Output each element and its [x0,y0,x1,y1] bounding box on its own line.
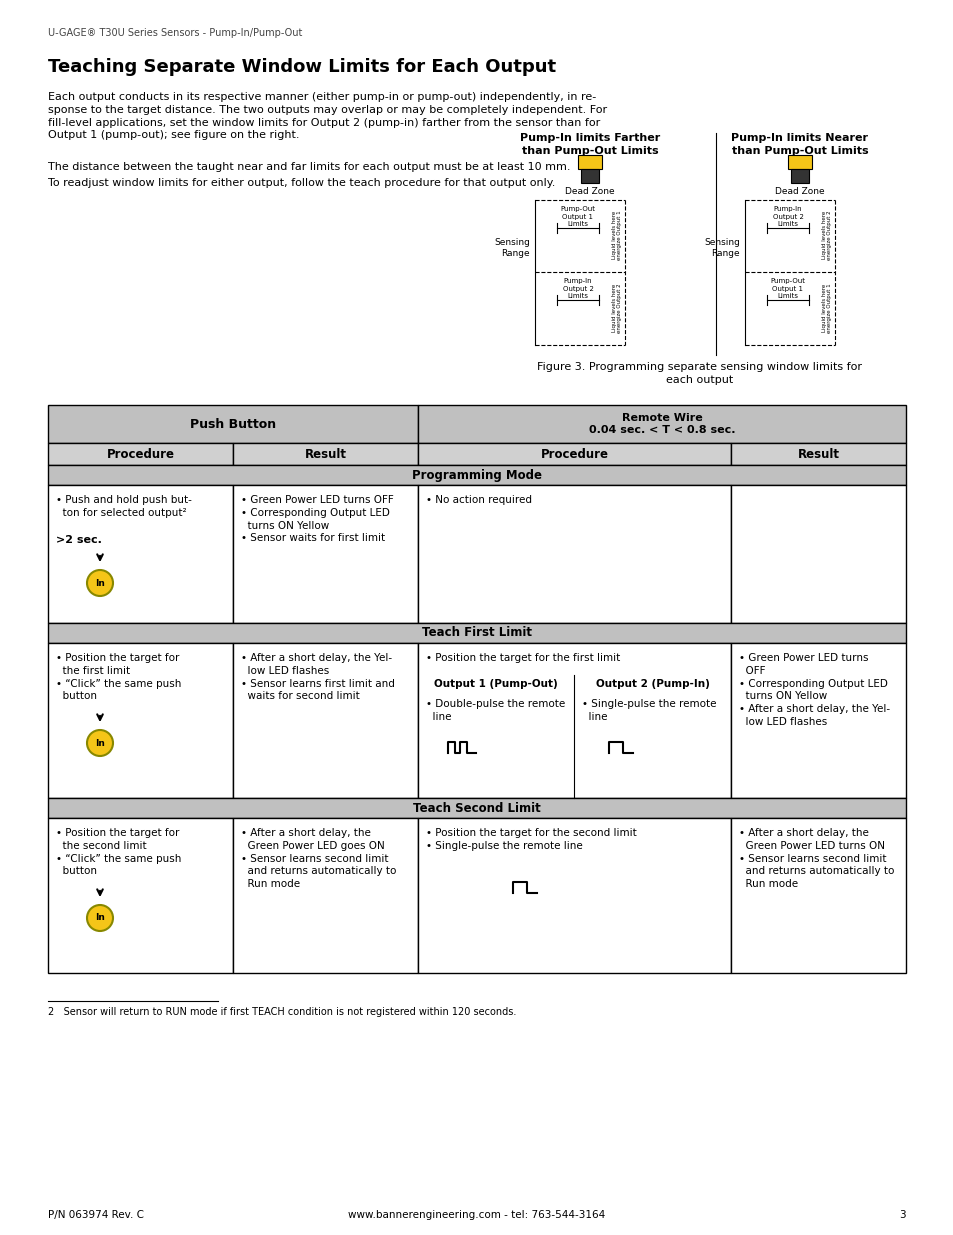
Text: Pump-In
Output 2
Limits: Pump-In Output 2 Limits [562,278,593,300]
Bar [48,443,233,466]
Text: Dead Zone: Dead Zone [564,186,614,196]
Text: In: In [95,739,105,747]
Text: Each output conducts in its respective manner (either pump-in or pump-out) indep: Each output conducts in its respective m… [48,91,606,141]
Text: • Single-pulse the remote
  line: • Single-pulse the remote line [582,699,717,721]
Bar [417,485,730,622]
Text: • After a short delay, the
  Green Power LED turns ON
• Sensor learns second lim: • After a short delay, the Green Power L… [739,827,893,889]
Bar [730,818,905,973]
Text: P/N 063974 Rev. C: P/N 063974 Rev. C [48,1210,144,1220]
Bar [787,156,811,169]
Text: Liquid levels here
energize Output 2: Liquid levels here energize Output 2 [821,210,832,259]
Bar [48,405,417,443]
Circle shape [87,730,112,756]
Circle shape [87,905,112,931]
Bar [233,485,417,622]
Text: Output 2 (Pump-In): Output 2 (Pump-In) [596,679,709,689]
Bar [417,643,730,798]
Text: Dead Zone: Dead Zone [775,186,824,196]
Text: Procedure: Procedure [107,447,174,461]
Bar [730,643,905,798]
Text: 3: 3 [899,1210,905,1220]
Text: www.bannerengineering.com - tel: 763-544-3164: www.bannerengineering.com - tel: 763-544… [348,1210,605,1220]
Text: Procedure: Procedure [540,447,608,461]
Text: Pump-Out
Output 1
Limits: Pump-Out Output 1 Limits [770,278,804,300]
Text: Pump-In
Output 2
Limits: Pump-In Output 2 Limits [772,206,802,227]
Bar [417,443,730,466]
Text: Sensing
Range: Sensing Range [703,238,740,258]
Circle shape [87,571,112,597]
Text: In: In [95,914,105,923]
Text: Figure 3. Programming separate sensing window limits for
each output: Figure 3. Programming separate sensing w… [537,362,862,385]
Text: To readjust window limits for either output, follow the teach procedure for that: To readjust window limits for either out… [48,178,555,188]
Text: The distance between the taught near and far limits for each output must be at l: The distance between the taught near and… [48,162,570,172]
Text: Teach Second Limit: Teach Second Limit [413,802,540,815]
Bar [48,818,233,973]
Text: 2   Sensor will return to RUN mode if first TEACH condition is not registered wi: 2 Sensor will return to RUN mode if firs… [48,1007,516,1016]
Bar [417,818,730,973]
Text: • Position the target for
  the second limit
• “Click” the same push
  button: • Position the target for the second lim… [56,827,181,877]
Text: Result: Result [304,447,346,461]
Text: Liquid levels here
energize Output 1: Liquid levels here energize Output 1 [821,283,832,332]
Text: • Green Power LED turns
  OFF
• Corresponding Output LED
  turns ON Yellow
• Aft: • Green Power LED turns OFF • Correspond… [739,653,889,727]
Bar [48,798,905,818]
Text: Liquid levels here
energize Output 2: Liquid levels here energize Output 2 [611,283,621,332]
Text: • Position the target for
  the first limit
• “Click” the same push
  button: • Position the target for the first limi… [56,653,181,701]
Text: • No action required: • No action required [426,495,532,505]
Bar [48,643,233,798]
Bar [48,485,233,622]
Text: Pump-In limits Nearer
than Pump-Out Limits: Pump-In limits Nearer than Pump-Out Limi… [731,133,867,156]
Text: >2 sec.: >2 sec. [56,535,102,545]
Text: Sensing
Range: Sensing Range [494,238,530,258]
Bar [48,466,905,485]
Bar [417,405,905,443]
Text: • Push and hold push but-
  ton for selected output²: • Push and hold push but- ton for select… [56,495,192,517]
Text: In: In [95,578,105,588]
Text: • Green Power LED turns OFF
• Corresponding Output LED
  turns ON Yellow
• Senso: • Green Power LED turns OFF • Correspond… [241,495,394,543]
Text: Liquid levels here
energize Output 1: Liquid levels here energize Output 1 [611,210,621,259]
Text: Teaching Separate Window Limits for Each Output: Teaching Separate Window Limits for Each… [48,58,556,77]
Text: Pump-In limits Farther
than Pump-Out Limits: Pump-In limits Farther than Pump-Out Lim… [519,133,659,156]
Text: • Double-pulse the remote
  line: • Double-pulse the remote line [426,699,565,721]
Text: Push Button: Push Button [190,417,275,431]
Bar [233,818,417,973]
Bar [233,643,417,798]
Text: Result: Result [797,447,839,461]
Text: Output 1 (Pump-Out): Output 1 (Pump-Out) [434,679,558,689]
Bar [233,443,417,466]
Bar [48,622,905,643]
Text: • Position the target for the second limit
• Single-pulse the remote line: • Position the target for the second lim… [426,827,636,851]
Bar [578,156,601,169]
Text: Remote Wire
0.04 sec. < T < 0.8 sec.: Remote Wire 0.04 sec. < T < 0.8 sec. [588,412,735,436]
Bar [790,169,808,183]
Text: U-GAGE® T30U Series Sensors - Pump-In/Pump-Out: U-GAGE® T30U Series Sensors - Pump-In/Pu… [48,28,302,38]
Bar [580,169,598,183]
Bar [730,485,905,622]
Text: Programming Mode: Programming Mode [412,468,541,482]
Text: • Position the target for the first limit: • Position the target for the first limi… [426,653,619,663]
Text: Teach First Limit: Teach First Limit [421,626,532,640]
Text: • After a short delay, the Yel-
  low LED flashes
• Sensor learns first limit an: • After a short delay, the Yel- low LED … [241,653,395,701]
Text: Pump-Out
Output 1
Limits: Pump-Out Output 1 Limits [560,206,595,227]
Bar [730,443,905,466]
Text: • After a short delay, the
  Green Power LED goes ON
• Sensor learns second limi: • After a short delay, the Green Power L… [241,827,395,889]
